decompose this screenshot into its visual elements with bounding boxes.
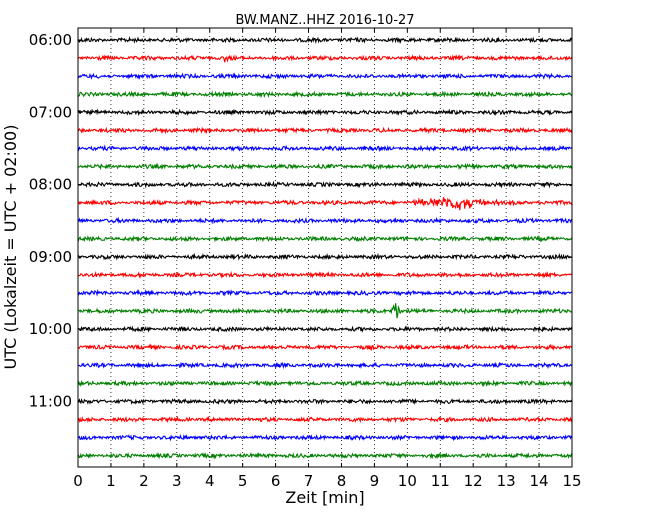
x-tick-label-2: 2 [139, 472, 149, 490]
y-tick-label-3: 09:00 [29, 248, 72, 266]
trace-4 [77, 108, 573, 117]
x-tick-label-5: 5 [238, 472, 248, 490]
trace-19 [77, 379, 573, 388]
y-tick-label-1: 07:00 [29, 103, 72, 121]
trace-23 [77, 452, 573, 460]
x-tick-label-8: 8 [337, 472, 347, 490]
x-tick-label-11: 11 [431, 472, 450, 490]
x-tick-label-13: 13 [497, 472, 516, 490]
x-axis-ticks: 0 1 2 3 4 5 6 7 8 9 10 11 12 13 14 15 [73, 28, 582, 490]
x-tick-label-12: 12 [464, 472, 483, 490]
x-tick-label-0: 0 [73, 472, 83, 490]
trace-8 [77, 180, 573, 189]
trace-12 [77, 252, 573, 261]
x-tick-label-4: 4 [205, 472, 215, 490]
trace-7 [77, 162, 573, 171]
x-tick-label-10: 10 [398, 472, 417, 490]
seismic-traces [77, 36, 573, 460]
trace-15 [77, 303, 573, 319]
y-axis-label: UTC (Lokalzeit = UTC + 02:00) [1, 125, 20, 370]
trace-21 [77, 415, 573, 424]
plot-frame [77, 27, 573, 468]
x-tick-label-1: 1 [106, 472, 116, 490]
trace-16 [77, 325, 573, 333]
x-tick-label-9: 9 [370, 472, 380, 490]
trace-20 [77, 397, 573, 406]
trace-13 [77, 270, 573, 279]
trace-18 [77, 361, 573, 370]
x-tick-label-15: 15 [562, 472, 581, 490]
trace-1 [77, 54, 573, 63]
trace-9 [77, 197, 573, 211]
x-tick-label-6: 6 [271, 472, 281, 490]
y-axis-ticks: 06:00 07:00 08:00 09:00 10:00 11:00 [29, 31, 572, 410]
x-tick-label-7: 7 [304, 472, 314, 490]
y-tick-label-5: 11:00 [29, 392, 72, 410]
x-axis-label: Zeit [min] [285, 488, 364, 507]
trace-17 [77, 343, 573, 352]
trace-5 [77, 126, 573, 135]
x-tick-label-14: 14 [530, 472, 549, 490]
y-tick-label-2: 08:00 [29, 176, 72, 194]
trace-22 [77, 433, 573, 442]
trace-2 [77, 72, 573, 80]
y-tick-label-0: 06:00 [29, 31, 72, 49]
trace-6 [77, 144, 573, 153]
trace-14 [77, 288, 573, 297]
x-tick-label-3: 3 [172, 472, 182, 490]
trace-3 [77, 90, 573, 99]
trace-11 [77, 234, 573, 243]
trace-10 [77, 216, 573, 225]
trace-0 [77, 36, 573, 45]
y-tick-label-4: 10:00 [29, 320, 72, 338]
chart-title: BW.MANZ..HHZ 2016-10-27 [235, 13, 414, 28]
